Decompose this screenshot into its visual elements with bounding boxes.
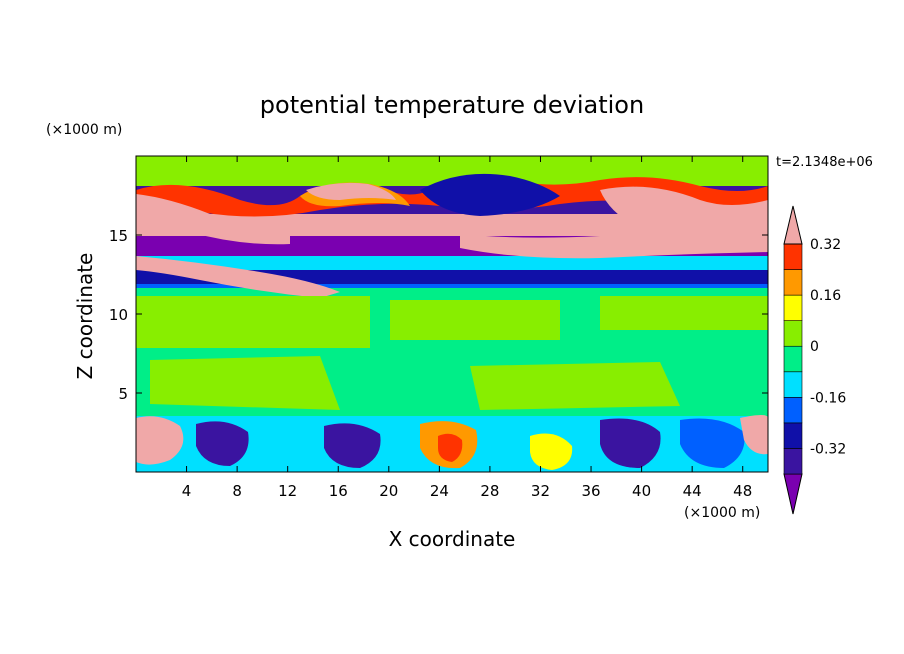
bl-purple-blob-3 [600, 418, 661, 468]
y-axis: 5 10 15 [109, 227, 768, 403]
y-tick-label: 10 [109, 306, 128, 324]
lime-block-right [600, 296, 768, 330]
colorbar-extend-high [783, 205, 803, 245]
colorbar-swatch [783, 345, 803, 373]
colorbar: 0.32 0.16 0 -0.16 -0.32 [783, 205, 846, 515]
colorbar-swatch [783, 243, 803, 270]
colorbar-swatch [783, 294, 803, 321]
y-axis-label: Z coordinate [73, 253, 97, 380]
x-tick-label: 4 [182, 482, 192, 500]
colorbar-swatch [783, 422, 803, 449]
colorbar-extend-low [783, 473, 803, 515]
colorbar-swatch [783, 448, 803, 475]
x-tick-label: 20 [379, 482, 398, 500]
top-blue-swirl [420, 173, 560, 216]
x-tick-label: 24 [430, 482, 449, 500]
lime-block-left [136, 296, 370, 348]
colorbar-label: 0.16 [810, 288, 841, 304]
y-tick-label: 5 [118, 385, 128, 403]
lime-mottle-lower [150, 356, 340, 410]
colorbar-label: 0 [810, 339, 819, 355]
colorbar-swatch [783, 320, 803, 347]
x-unit-label: (×1000 m) [684, 505, 760, 521]
bl-pink-right [740, 415, 768, 455]
top-left-pink [136, 194, 290, 245]
band-cyan [136, 256, 768, 270]
x-axis-label: X coordinate [389, 527, 516, 551]
bl-purple-blob-2 [324, 423, 381, 468]
x-tick-label: 32 [531, 482, 550, 500]
y-unit-label: (×1000 m) [46, 122, 122, 138]
bl-purple-blob-1 [196, 421, 249, 466]
heatmap-field [136, 156, 768, 472]
colorbar-swatch [783, 371, 803, 398]
x-tick-label: 48 [733, 482, 752, 500]
pink-streak-right [460, 234, 768, 259]
x-axis: 4 8 12 16 20 24 28 32 36 40 44 48 [182, 156, 752, 500]
bl-red-core [438, 433, 463, 462]
colorbar-label: -0.16 [810, 390, 846, 406]
lime-mottle-lower-2 [470, 362, 680, 410]
band-cyan-lower [136, 284, 768, 288]
colorbar-swatch [783, 397, 803, 424]
x-tick-label: 36 [581, 482, 600, 500]
bl-yellow-blob [530, 433, 573, 470]
bl-blue-right [680, 418, 745, 468]
x-tick-label: 12 [278, 482, 297, 500]
x-tick-label: 44 [683, 482, 702, 500]
top-pink-blob [306, 182, 396, 200]
bl-pink-left [136, 416, 184, 465]
x-tick-label: 16 [329, 482, 348, 500]
top-right-pink [600, 186, 768, 244]
time-label: t=2.1348e+06 [776, 155, 873, 170]
y-tick-label: 15 [109, 227, 128, 245]
pink-streak-left [136, 256, 340, 298]
chart-title: potential temperature deviation [260, 91, 644, 119]
x-tick-label: 28 [480, 482, 499, 500]
colorbar-swatch [783, 269, 803, 296]
colorbar-label: -0.32 [810, 441, 846, 457]
x-tick-label: 40 [632, 482, 651, 500]
colorbar-label: 0.32 [810, 237, 841, 253]
x-tick-label: 8 [232, 482, 242, 500]
lime-block-mid [390, 300, 560, 340]
